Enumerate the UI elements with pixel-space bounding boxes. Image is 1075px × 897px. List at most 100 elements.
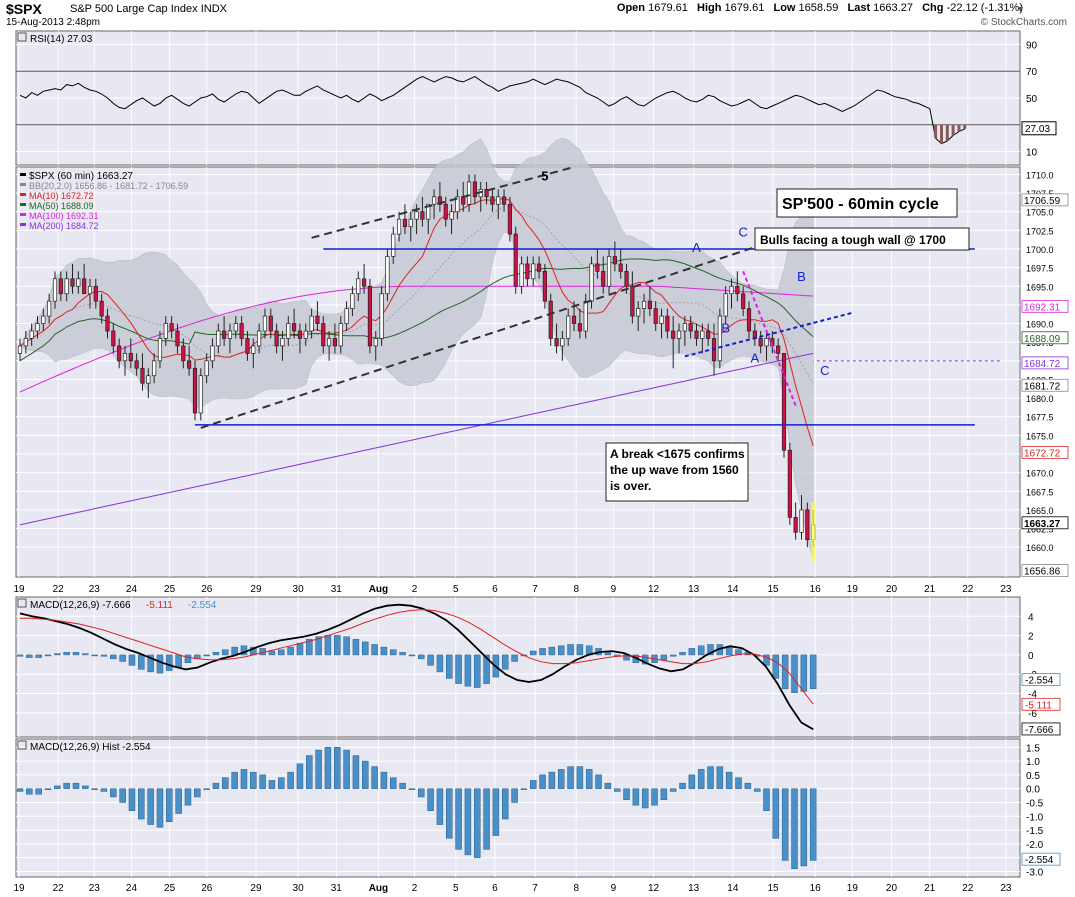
candle-body: [554, 338, 559, 347]
price-candle: [484, 181, 489, 205]
candle-body: [64, 278, 69, 295]
x-tick-label: 14: [727, 883, 739, 894]
hist-bar: [35, 788, 42, 795]
price-right-label-box: [1021, 193, 1069, 207]
macd-hist-bar: [576, 644, 584, 656]
candle-body: [280, 338, 285, 347]
candle-body: [717, 315, 722, 362]
candle-body: [268, 315, 273, 332]
x-tick-label: 29: [250, 883, 262, 894]
macd-hist-bar: [679, 652, 686, 656]
hist-bar: [119, 788, 126, 803]
x-tick-label: 8: [573, 883, 579, 894]
candle-body: [402, 218, 408, 227]
hist-bar: [110, 788, 117, 798]
macd-hist-bar: [100, 654, 108, 657]
x-tick-label: 31: [331, 883, 343, 894]
hist-bar: [455, 788, 462, 850]
price-candle: [606, 249, 612, 294]
price-candle: [64, 271, 69, 302]
hist-panel-toggle-icon: [17, 740, 27, 750]
signal-line: [20, 609, 814, 705]
macd-legend-hist: -2.554: [188, 600, 217, 611]
x-tick-label: 9: [611, 584, 617, 595]
hist-bar: [287, 771, 294, 789]
high-label: High: [697, 2, 722, 14]
hist-bar: [324, 747, 332, 789]
price-tick-label: 1702.5: [1026, 226, 1054, 236]
macd-hist-bar: [455, 654, 462, 684]
x-tick-label: 15: [767, 584, 779, 595]
macd-hist-bar: [287, 646, 294, 656]
x-axis: 19 22 23 24 25 26 29 30 31 Aug 2 5 6 7 8 9 12 13 14 15 16 19 2…: [13, 883, 1011, 894]
macd-tick-label: 4: [1028, 612, 1034, 623]
price-tick-label: 1665.0: [1026, 506, 1054, 516]
wave-label: A: [751, 350, 760, 365]
hist-bar: [585, 769, 593, 789]
candle-body: [571, 315, 577, 324]
candle-body: [117, 345, 122, 362]
candle-body: [671, 330, 676, 339]
macd-hist-bar: [63, 652, 70, 656]
price-candle: [111, 323, 116, 354]
rsi-line: [19, 76, 966, 145]
macd-hist-bar: [539, 648, 546, 656]
macd-tick-label: 2: [1028, 632, 1034, 643]
rsi-tick-label: 10: [1026, 148, 1038, 159]
price-candle: [350, 286, 355, 317]
candle-body: [443, 203, 448, 220]
price-tick-label: 1670.0: [1026, 469, 1054, 479]
macd-hist-bar: [362, 641, 369, 656]
candle-body: [87, 285, 93, 295]
hist-bar: [529, 780, 537, 789]
macd-hist-bar: [212, 652, 220, 656]
candle-body: [536, 263, 542, 272]
macd-legend-signal: -5.111: [146, 600, 173, 611]
price-candle: [443, 196, 448, 227]
price-candle: [152, 353, 157, 384]
macd-hist-bar: [464, 654, 472, 687]
last-label: Last: [847, 2, 871, 14]
candle-body: [35, 323, 40, 332]
price-candle: [408, 211, 413, 242]
candle-body: [595, 263, 600, 272]
hist-bar: [408, 788, 416, 790]
macd-tick-label: -6: [1028, 709, 1037, 720]
price-candle: [262, 308, 268, 339]
hist-bar: [91, 788, 98, 790]
price-candle: [595, 249, 600, 279]
wave-label: A: [692, 240, 701, 255]
dropdown-arrow-icon[interactable]: ▼: [1016, 4, 1025, 14]
x-tick-label: 25: [164, 584, 176, 595]
x-axis: 19 22 23 24 25 26 29 30 31 Aug 2 5 6 7 8 9 12 13 14 15 16 19 2…: [13, 584, 1011, 595]
candle-body: [140, 367, 145, 384]
x-tick-label: 24: [126, 584, 138, 595]
macd-hist-bar: [184, 654, 192, 664]
candle-body: [152, 360, 157, 377]
x-tick-label: 22: [962, 584, 974, 595]
macd-hist-bar: [91, 654, 98, 657]
credit-text: © StockCharts.com: [980, 17, 1067, 28]
hist-right-label: -2.554: [1025, 855, 1054, 866]
price-candle: [490, 189, 495, 212]
macd-hist-bar: [352, 639, 360, 656]
hist-bar: [352, 755, 360, 789]
hist-bar: [306, 755, 313, 789]
candle-body: [76, 278, 81, 287]
hist-bar: [809, 788, 817, 861]
price-candle: [239, 316, 244, 346]
candle-body: [23, 338, 28, 347]
price-candle: [758, 331, 763, 354]
macd-hist-bar: [138, 654, 145, 670]
macd-hist-bar: [16, 654, 24, 657]
x-tick-label: 19: [847, 584, 859, 595]
hist-bar: [595, 774, 602, 789]
note-box: [605, 442, 749, 502]
macd-hist-bar: [427, 654, 434, 666]
price-candle: [82, 263, 87, 295]
ma50-line: [19, 258, 814, 362]
candle-body: [210, 345, 215, 362]
price-candle: [286, 316, 291, 346]
chart-title-box: [776, 188, 958, 218]
hist-bar: [539, 774, 546, 789]
